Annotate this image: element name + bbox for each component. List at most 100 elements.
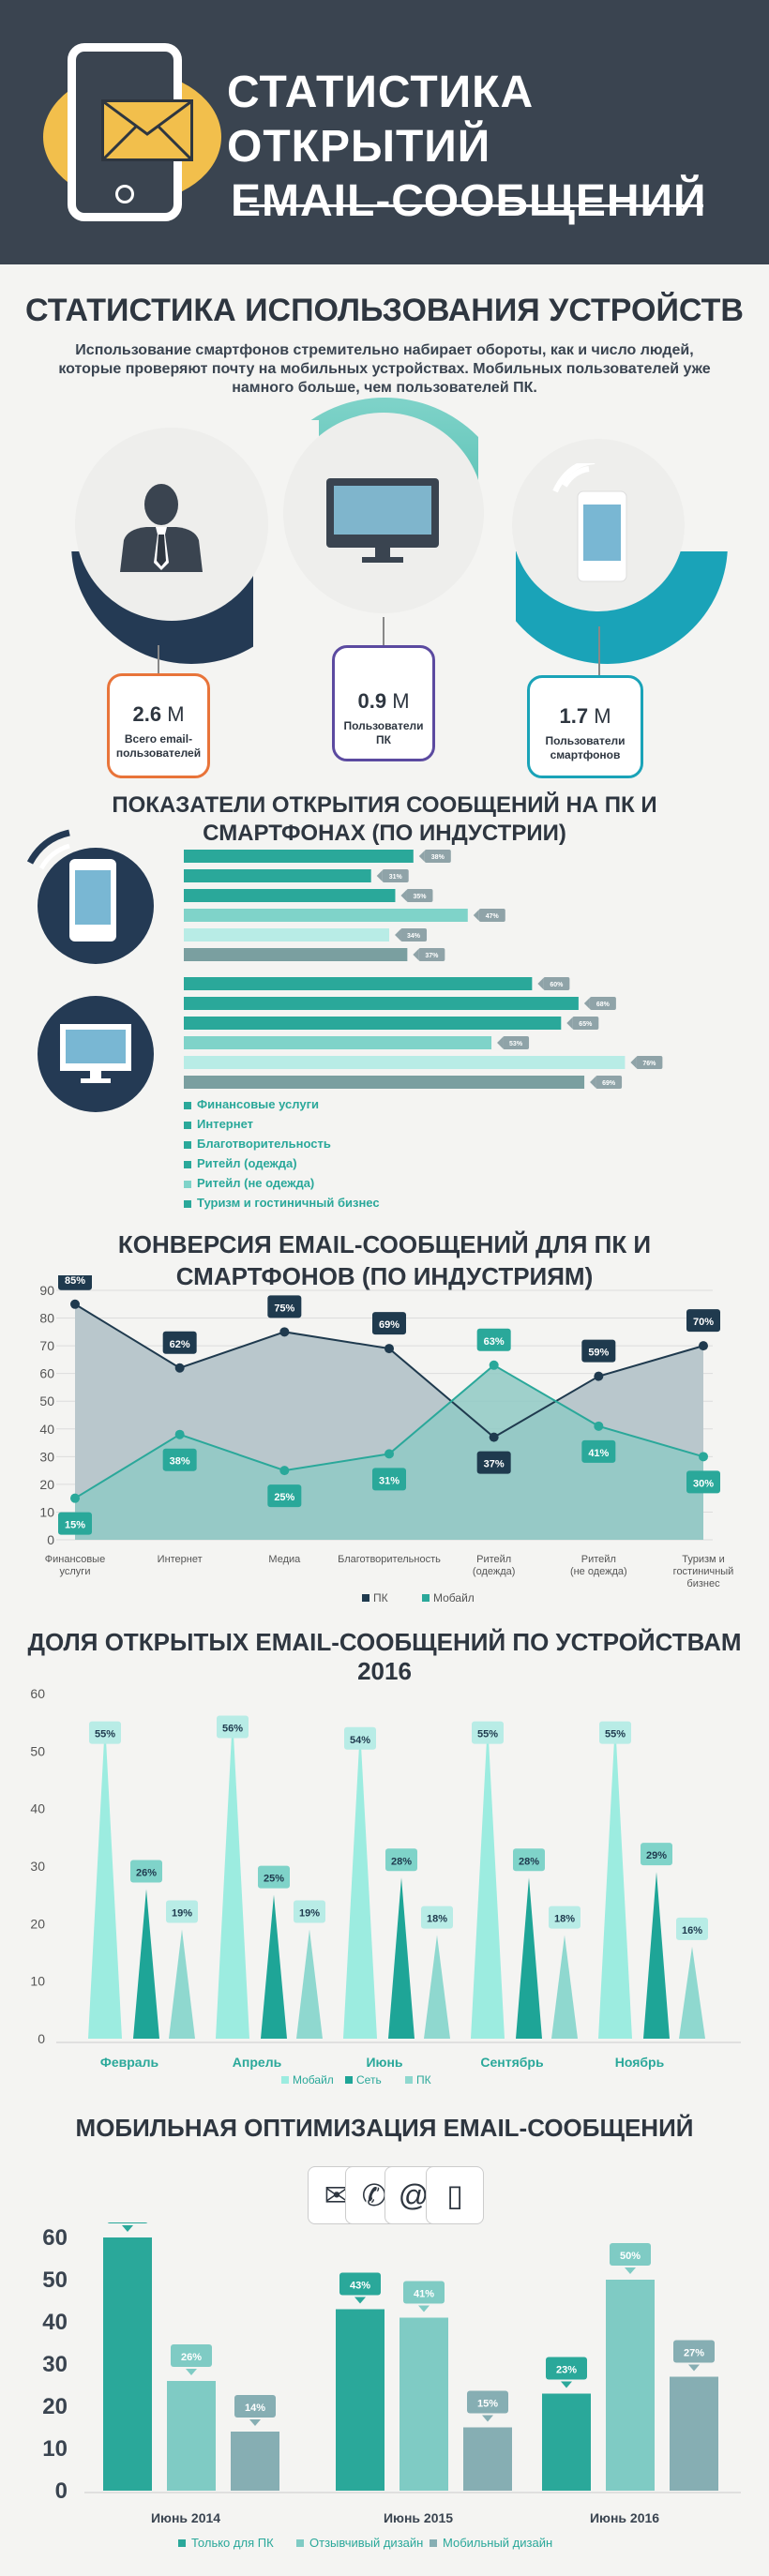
value-label-pointer <box>354 2297 366 2304</box>
y-tick-label: 50 <box>42 2267 68 2293</box>
bar-label-pointer <box>566 1017 573 1029</box>
value-label-bg <box>89 1721 121 1744</box>
legend-item: Ритейл (одежда) <box>184 1156 380 1170</box>
bar-label: 37% <box>425 953 439 959</box>
bar <box>670 2376 718 2491</box>
value-label: 16% <box>682 1925 702 1936</box>
title-line-2: EMAIL-СООБЩЕНИЙ <box>231 176 707 226</box>
bar <box>184 948 408 961</box>
bar-label: 31% <box>389 874 403 881</box>
value-label-pointer <box>418 2305 430 2312</box>
y-tick-label: 10 <box>30 1974 45 1989</box>
legend-item: Финансовые услуги <box>184 1097 380 1111</box>
value-label-bg <box>641 1843 672 1866</box>
value-label-bg <box>344 1726 376 1750</box>
y-tick-label: 60 <box>42 2225 68 2251</box>
x-tick-label: Медиа <box>268 1554 301 1565</box>
device-share-chart: 0 10 20 30 40 50 60 55% 26% 19% Февраль 56% 25% 19% Ап… <box>30 1686 741 2086</box>
value-label-bg <box>258 1865 290 1889</box>
mobile-label-bg <box>162 1448 197 1471</box>
bar <box>400 2317 448 2491</box>
bar-label-bg <box>382 869 409 882</box>
spike <box>424 1935 450 2039</box>
legend-item: Туризм и гостиничный бизнес <box>184 1196 380 1210</box>
bar <box>606 2280 655 2491</box>
value-label: 25% <box>264 1874 284 1885</box>
legend-label: Мобайл <box>433 1591 475 1604</box>
smartphone-icon <box>26 829 116 942</box>
legend-label: Ритейл (одежда) <box>197 1156 297 1170</box>
bar-label: 35% <box>413 894 427 900</box>
bar <box>542 2393 591 2491</box>
user-circle <box>75 428 268 621</box>
pc-label: 70% <box>693 1317 714 1328</box>
pc-label: 62% <box>170 1339 190 1350</box>
bar <box>184 889 396 902</box>
mobile-label-bg <box>581 1439 616 1463</box>
bar <box>184 1076 585 1089</box>
user-icon <box>120 484 203 572</box>
pc-point <box>699 1341 708 1351</box>
bar-label-bg <box>478 909 505 922</box>
open-rates-title: ПОКАЗАТЕЛИ ОТКРЫТИЯ СООБЩЕНИЙ НА ПК И СМ… <box>112 792 657 846</box>
stat-pc-users: 0.9 M Пользователи ПК <box>332 645 435 761</box>
bar-label-bg <box>543 977 570 990</box>
bar <box>184 997 579 1010</box>
value-label: 14% <box>245 2403 265 2414</box>
y-tick-label: 0 <box>55 2478 68 2504</box>
legend-item: Ритейл (не одежда) <box>184 1176 380 1190</box>
envelope-icon <box>101 99 193 161</box>
value-label: 19% <box>299 1907 320 1919</box>
mobile-point <box>174 1429 185 1439</box>
value-label-pointer <box>561 2381 572 2388</box>
mobile-opt-title: МОБИЛЬНАЯ ОПТИМИЗАЦИЯ EMAIL-СООБЩЕНИЙ <box>75 2114 694 2142</box>
stat-value: 2.6 <box>132 702 162 726</box>
mobile-point <box>594 1421 604 1431</box>
spike <box>516 1877 542 2039</box>
value-label-bg <box>107 2222 148 2223</box>
spike <box>471 1722 505 2039</box>
bar-label: 60% <box>550 982 564 988</box>
bar-label-pointer <box>413 949 419 960</box>
pc-label: 85% <box>65 1275 85 1287</box>
bar <box>231 2432 279 2491</box>
mobile-label: 41% <box>588 1448 609 1459</box>
bar-label: 47% <box>486 913 500 920</box>
value-label: 23% <box>556 2365 577 2376</box>
industry-legend: Финансовые услуги Интернет Благотворител… <box>184 1097 380 1215</box>
legend-swatch <box>422 1594 430 1602</box>
devices-title: СТАТИСТИКА ИСПОЛЬЗОВАНИЯ УСТРОЙСТВ <box>25 293 744 328</box>
bar-label-pointer <box>630 1057 637 1068</box>
legend-label: Туризм и гостиничный бизнес <box>197 1196 380 1210</box>
bar-label: 68% <box>596 1002 611 1008</box>
x-tick-label: Июнь 2015 <box>384 2510 453 2525</box>
legend-swatch <box>296 2539 304 2547</box>
pc-point <box>384 1344 394 1354</box>
pc-point <box>594 1371 604 1381</box>
mobile-label-bg <box>372 1468 406 1491</box>
mobile-point <box>70 1493 80 1503</box>
value-label-bg <box>549 1906 581 1929</box>
pc-label: 69% <box>379 1319 400 1331</box>
value-label-pointer <box>186 2369 197 2375</box>
mobile-card-icon: ▯ <box>426 2166 484 2224</box>
legend-swatch <box>281 2076 289 2084</box>
stat-value: 0.9 <box>357 689 387 713</box>
value-label-bg <box>599 1721 631 1744</box>
bar-label-pointer <box>583 998 590 1009</box>
value-label-bg <box>472 1721 504 1744</box>
value-label-bg <box>513 1848 545 1872</box>
device-share-title: ДОЛЯ ОТКРЫТЫХ EMAIL-СООБЩЕНИЙ ПО УСТРОЙС… <box>27 1628 742 1685</box>
pc-point <box>279 1327 290 1337</box>
y-tick-label: 50 <box>39 1393 54 1409</box>
stat-total-users: 2.6 M Всего email-пользователей <box>107 673 210 778</box>
open-rates-chart: 38% 31% 35% 47% 34% 37% 60% 68% 65% 53% 76% 69% <box>184 850 663 1089</box>
bar-label-pointer <box>473 910 479 921</box>
bar-label: 69% <box>602 1080 616 1087</box>
value-label-bg <box>676 1917 708 1940</box>
bar-label-bg <box>406 889 433 902</box>
value-label: 28% <box>519 1856 539 1867</box>
legend-label: Мобайл <box>293 2073 334 2086</box>
devices-intro: Использование смартфонов стремительно на… <box>58 342 711 396</box>
legend-label: Отзывчивый дизайн <box>309 2536 423 2550</box>
